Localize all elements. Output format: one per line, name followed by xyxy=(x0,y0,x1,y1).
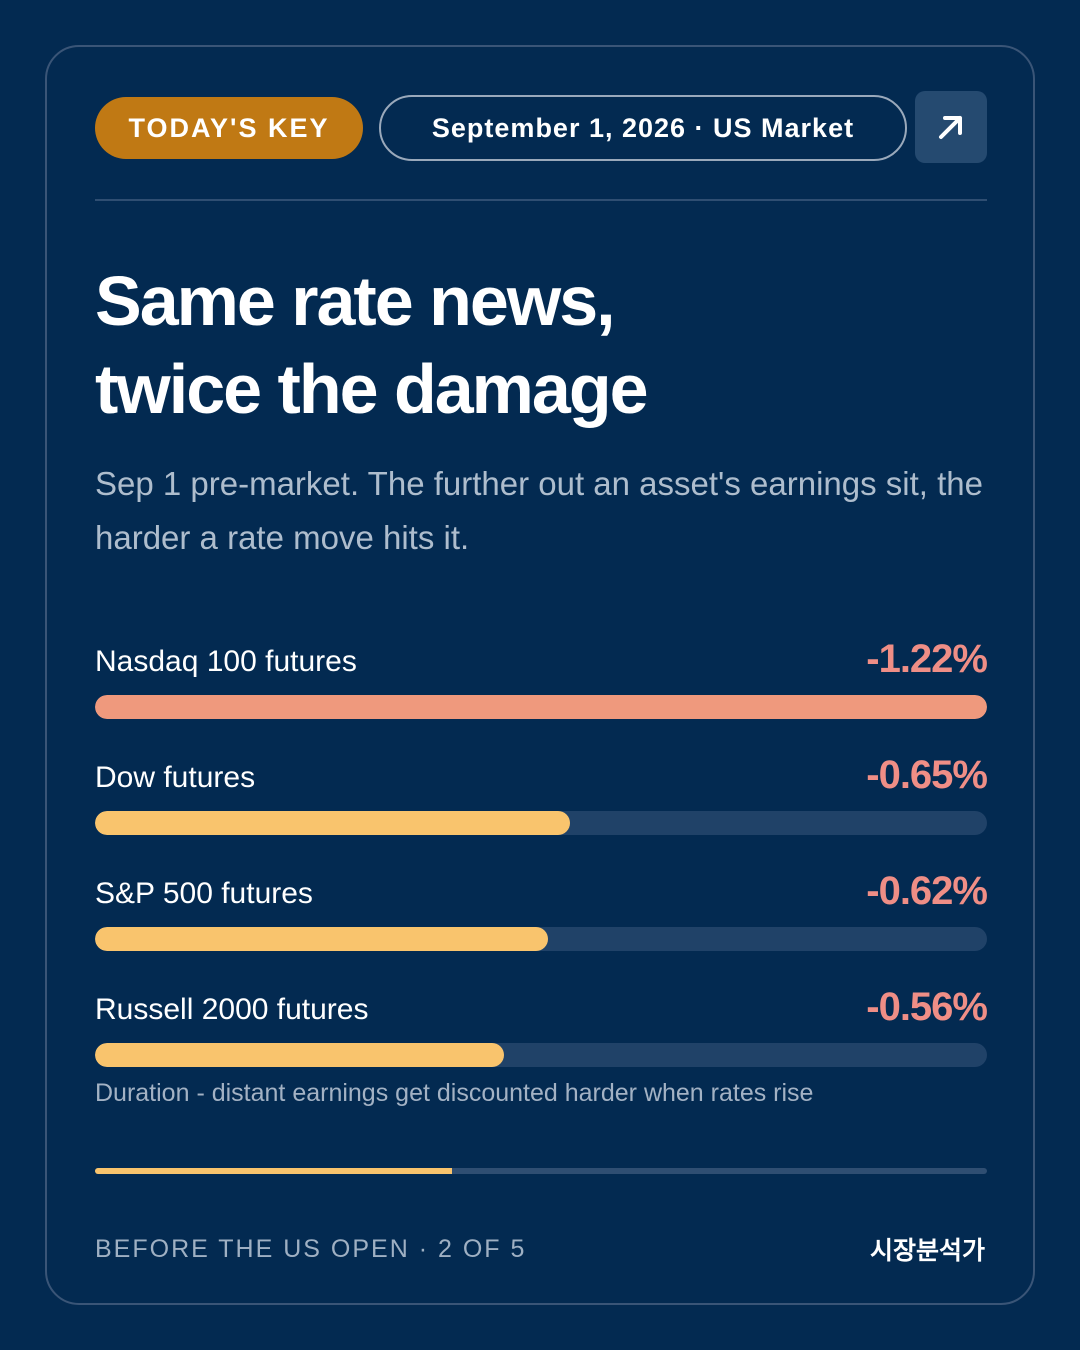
date-market-badge: September 1, 2026 · US Market xyxy=(379,95,907,161)
header-divider xyxy=(95,199,987,201)
bar-label: Dow futures xyxy=(95,761,256,794)
bar-row: Russell 2000 futures -0.56% xyxy=(95,983,988,1099)
bar-label: S&P 500 futures xyxy=(95,877,313,910)
footer-brand: 시장분석가 xyxy=(869,1237,985,1265)
bar-row: Nasdaq 100 futures -1.22% xyxy=(95,635,988,751)
bar-value-label: -1.22% xyxy=(866,637,988,681)
chart-note: Duration - distant earnings get discount… xyxy=(95,1079,814,1107)
arrow-up-right-icon xyxy=(939,116,962,139)
bar-track xyxy=(95,1043,987,1067)
headline-line-1: Same rate news, xyxy=(95,262,616,340)
bar-track xyxy=(95,811,987,835)
footer-section-label: BEFORE THE US OPEN · 2 OF 5 xyxy=(95,1235,527,1263)
card: TODAY'S KEY September 1, 2026 · US Marke… xyxy=(45,45,1035,1305)
bar-value-label: -0.65% xyxy=(866,753,988,797)
open-button[interactable] xyxy=(915,91,987,163)
subtitle: Sep 1 pre-market. The further out an ass… xyxy=(95,465,983,556)
bar-track xyxy=(95,927,987,951)
bar-label: Nasdaq 100 futures xyxy=(95,645,357,678)
headline-line-2: twice the damage xyxy=(95,350,649,428)
bar xyxy=(95,927,548,951)
card-header: TODAY'S KEY September 1, 2026 · US Marke… xyxy=(95,91,987,167)
bar-row: Dow futures -0.65% xyxy=(95,751,988,867)
bar-label: Russell 2000 futures xyxy=(95,993,369,1026)
bar-track xyxy=(95,695,987,719)
todays-key-badge: TODAY'S KEY xyxy=(95,97,363,159)
story-progress-bar xyxy=(95,1168,987,1174)
bar xyxy=(95,695,987,719)
headline: Same rate news, twice the damage xyxy=(95,257,987,433)
bar xyxy=(95,1043,504,1067)
futures-bar-chart: Nasdaq 100 futures -1.22% Dow futures -0.65… xyxy=(95,635,988,1099)
bar-row: S&P 500 futures -0.62% xyxy=(95,867,988,983)
bar-value-label: -0.62% xyxy=(866,869,988,913)
bar xyxy=(95,811,570,835)
bar-value-label: -0.56% xyxy=(866,985,988,1029)
story-progress-fill xyxy=(95,1168,452,1174)
